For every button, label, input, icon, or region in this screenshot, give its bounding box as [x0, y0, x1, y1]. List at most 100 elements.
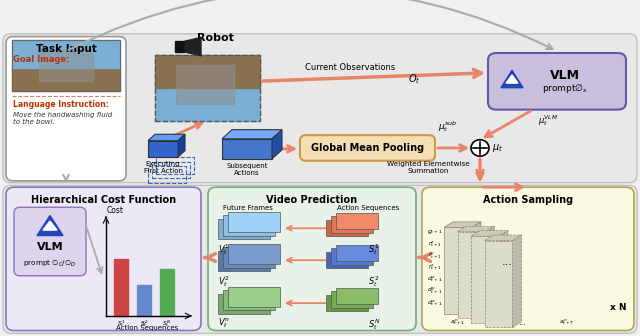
Text: $\mu_t^{VLM}$: $\mu_t^{VLM}$: [538, 113, 558, 128]
Text: $S_t^N$: $S_t^N$: [368, 317, 380, 332]
Polygon shape: [37, 215, 63, 236]
Text: Subsequent
Actions: Subsequent Actions: [227, 163, 268, 175]
Text: Cost: Cost: [107, 207, 124, 215]
Polygon shape: [223, 215, 275, 236]
FancyArrowPatch shape: [287, 301, 325, 306]
Bar: [148, 166, 186, 183]
FancyArrowPatch shape: [483, 184, 522, 191]
Bar: [12, 40, 120, 91]
Polygon shape: [458, 232, 486, 319]
Bar: [155, 55, 260, 121]
Polygon shape: [486, 226, 495, 319]
FancyArrowPatch shape: [63, 175, 68, 181]
FancyBboxPatch shape: [14, 207, 86, 276]
Polygon shape: [331, 248, 373, 265]
Text: Task Input: Task Input: [36, 44, 97, 54]
Bar: [114, 259, 128, 316]
Bar: [160, 269, 174, 316]
Text: Action Sequences: Action Sequences: [337, 205, 399, 211]
Text: $d_{t+1}^z$: $d_{t+1}^z$: [427, 275, 442, 284]
Polygon shape: [513, 235, 522, 327]
FancyBboxPatch shape: [208, 187, 416, 331]
FancyBboxPatch shape: [6, 37, 126, 181]
FancyBboxPatch shape: [3, 34, 637, 183]
Polygon shape: [471, 230, 508, 236]
Polygon shape: [471, 236, 499, 323]
FancyBboxPatch shape: [488, 53, 626, 110]
FancyArrowPatch shape: [275, 145, 294, 152]
Polygon shape: [223, 247, 275, 267]
Text: prompt$\emptyset_s$: prompt$\emptyset_s$: [542, 82, 588, 95]
Text: $g_{t+1}$: $g_{t+1}$: [427, 228, 442, 236]
Bar: [175, 41, 184, 52]
FancyArrowPatch shape: [287, 258, 325, 263]
Bar: [176, 65, 234, 104]
Polygon shape: [148, 134, 185, 141]
Text: ...: ...: [141, 318, 147, 324]
Bar: [12, 68, 120, 91]
FancyArrowPatch shape: [263, 70, 481, 81]
Text: Move the handwashing fluid
to the bowl.: Move the handwashing fluid to the bowl.: [13, 112, 112, 125]
Text: $d_{t+1}^y$: $d_{t+1}^y$: [427, 286, 442, 296]
Text: Global Mean Pooling: Global Mean Pooling: [311, 143, 424, 153]
FancyArrowPatch shape: [205, 254, 216, 261]
Polygon shape: [506, 75, 518, 83]
Text: $d_{t+1}^x$: $d_{t+1}^x$: [427, 298, 442, 308]
Bar: [137, 285, 151, 316]
Polygon shape: [43, 221, 57, 230]
Polygon shape: [326, 295, 368, 311]
Text: $a_{t+1}^n$: $a_{t+1}^n$: [451, 318, 466, 328]
Polygon shape: [222, 139, 272, 159]
Polygon shape: [272, 130, 282, 159]
FancyBboxPatch shape: [6, 187, 201, 331]
Text: ...: ...: [239, 283, 248, 293]
Text: $S_t^1$: $S_t^1$: [368, 242, 379, 257]
Text: $a_{t+T}^n$: $a_{t+T}^n$: [559, 318, 575, 328]
Polygon shape: [148, 141, 178, 157]
Bar: [155, 88, 260, 121]
Text: ...: ...: [518, 318, 526, 327]
Bar: [155, 55, 260, 88]
Polygon shape: [228, 244, 280, 264]
Polygon shape: [336, 213, 378, 229]
Polygon shape: [458, 226, 495, 232]
Polygon shape: [336, 288, 378, 304]
Text: Action Sequences: Action Sequences: [116, 325, 178, 331]
FancyArrowPatch shape: [438, 144, 466, 151]
Polygon shape: [222, 130, 282, 139]
Polygon shape: [331, 216, 373, 233]
Text: VLM: VLM: [36, 242, 63, 252]
Text: Current Observations: Current Observations: [305, 63, 395, 72]
Polygon shape: [499, 230, 508, 323]
Text: $V_t^1$: $V_t^1$: [218, 242, 230, 257]
Text: Hierarchical Cost Function: Hierarchical Cost Function: [31, 195, 176, 205]
Polygon shape: [444, 227, 472, 314]
FancyArrowPatch shape: [477, 159, 483, 177]
Bar: [12, 40, 120, 68]
Polygon shape: [218, 294, 270, 314]
Text: $S_t^N$: $S_t^N$: [163, 318, 172, 329]
Text: x N: x N: [609, 303, 626, 312]
Text: Language Instruction:: Language Instruction:: [13, 99, 109, 109]
FancyBboxPatch shape: [422, 187, 634, 331]
Polygon shape: [444, 222, 481, 227]
Bar: [152, 162, 190, 178]
Polygon shape: [218, 251, 270, 271]
Text: $S_t^1$: $S_t^1$: [116, 318, 125, 329]
Text: Future Frames: Future Frames: [223, 205, 273, 211]
Polygon shape: [472, 222, 481, 314]
Text: $V_t^n$: $V_t^n$: [218, 317, 230, 330]
Text: $r_{t+1}^z$: $r_{t+1}^z$: [428, 239, 442, 249]
Bar: [39, 50, 93, 81]
FancyArrowPatch shape: [287, 226, 325, 231]
FancyArrowPatch shape: [485, 111, 531, 137]
Polygon shape: [178, 134, 185, 157]
FancyArrowPatch shape: [477, 159, 483, 179]
Text: Video Prediction: Video Prediction: [266, 195, 358, 205]
Text: $S_t^2$: $S_t^2$: [140, 318, 148, 329]
Text: Robot: Robot: [196, 33, 234, 43]
Text: $O_t$: $O_t$: [408, 72, 420, 86]
Text: prompt $\emptyset_C$/$\emptyset_D$: prompt $\emptyset_C$/$\emptyset_D$: [23, 257, 77, 268]
Text: ...: ...: [344, 283, 353, 293]
Text: Action Sampling: Action Sampling: [483, 195, 573, 205]
